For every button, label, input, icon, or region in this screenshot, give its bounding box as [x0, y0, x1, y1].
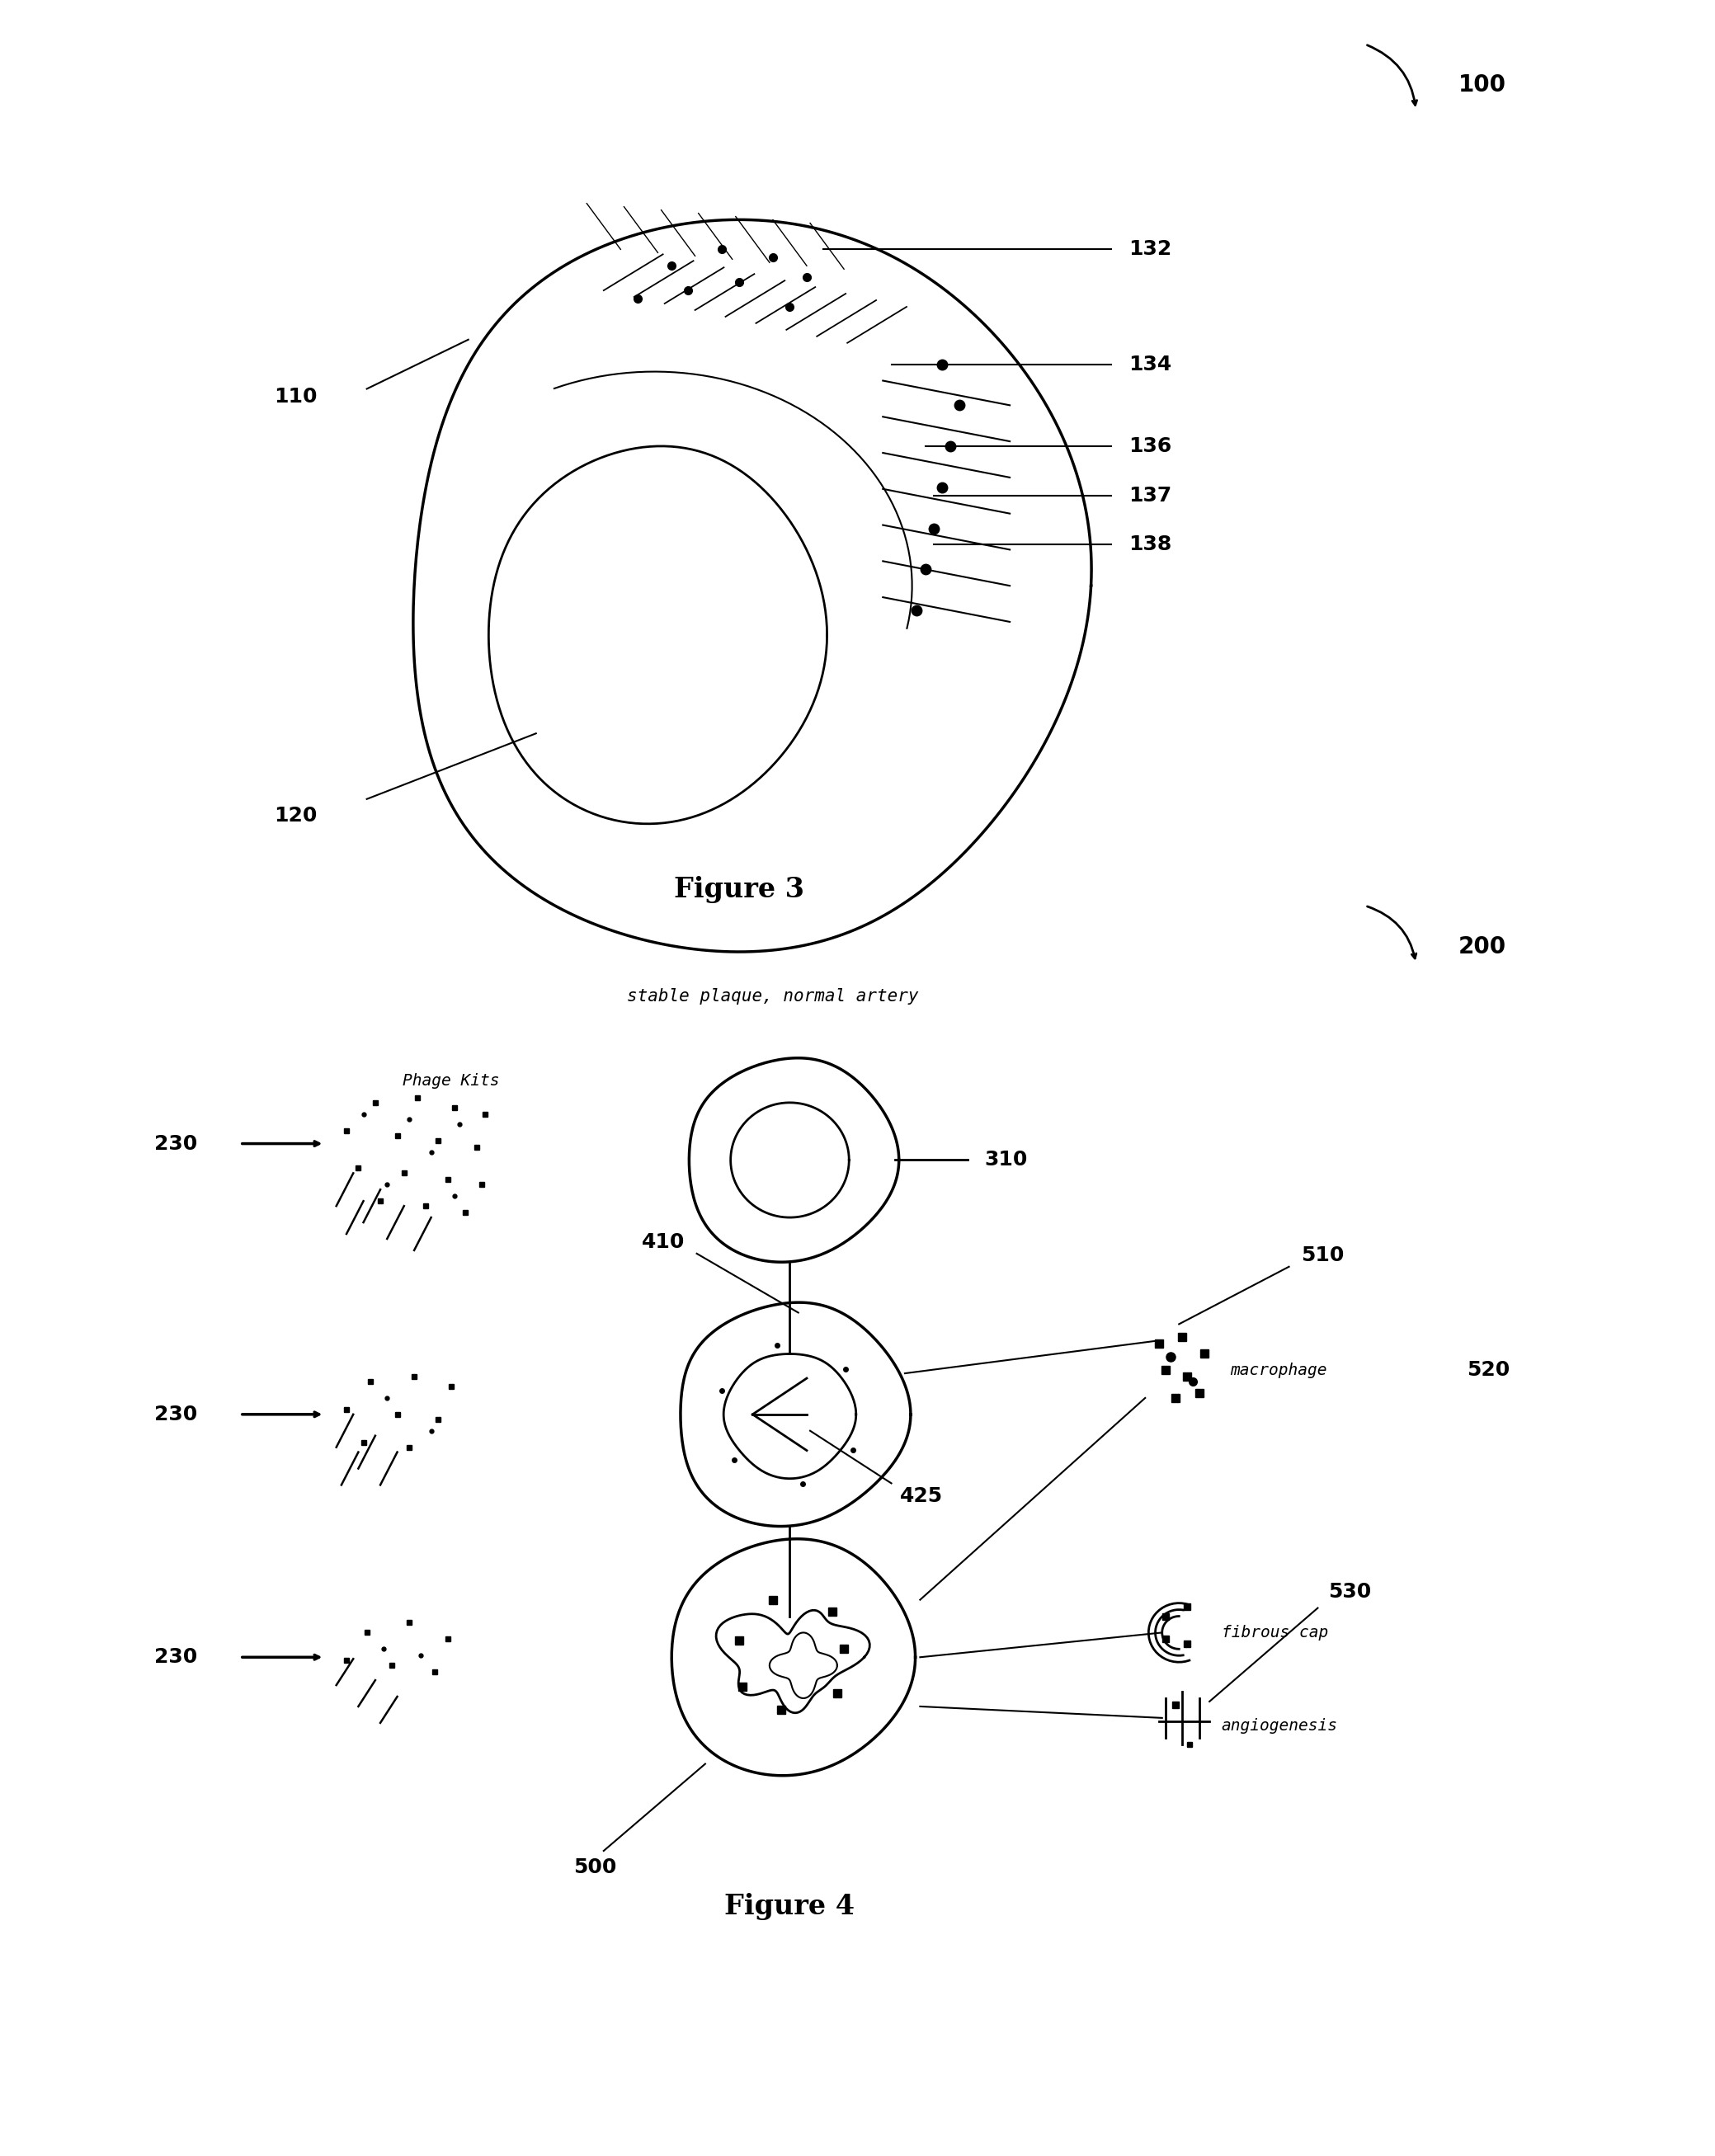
Text: 132: 132	[1128, 239, 1171, 259]
Text: 230: 230	[154, 1404, 197, 1425]
Text: 138: 138	[1128, 535, 1171, 554]
Text: 134: 134	[1128, 354, 1171, 375]
Text: 425: 425	[900, 1485, 943, 1507]
Text: stable plaque, normal artery: stable plaque, normal artery	[628, 987, 919, 1005]
Text: 137: 137	[1128, 485, 1171, 505]
Text: macrophage: macrophage	[1230, 1363, 1327, 1378]
Text: 310: 310	[984, 1149, 1027, 1171]
Text: 230: 230	[154, 1647, 197, 1667]
Text: 520: 520	[1466, 1360, 1509, 1380]
Text: 410: 410	[641, 1233, 684, 1253]
Text: angiogenesis: angiogenesis	[1221, 1718, 1338, 1733]
Text: 510: 510	[1300, 1246, 1345, 1266]
Text: 110: 110	[274, 388, 317, 407]
Text: 530: 530	[1327, 1583, 1370, 1602]
Text: 136: 136	[1128, 436, 1171, 457]
Text: 230: 230	[154, 1134, 197, 1153]
Text: Phage Kits: Phage Kits	[403, 1074, 499, 1089]
Text: Figure 4: Figure 4	[725, 1893, 856, 1921]
Text: 200: 200	[1458, 936, 1506, 957]
Text: 120: 120	[274, 806, 317, 826]
Text: 100: 100	[1458, 73, 1506, 97]
Text: fibrous cap: fibrous cap	[1221, 1626, 1327, 1641]
Text: Figure 3: Figure 3	[674, 875, 804, 903]
Text: 500: 500	[573, 1856, 617, 1878]
